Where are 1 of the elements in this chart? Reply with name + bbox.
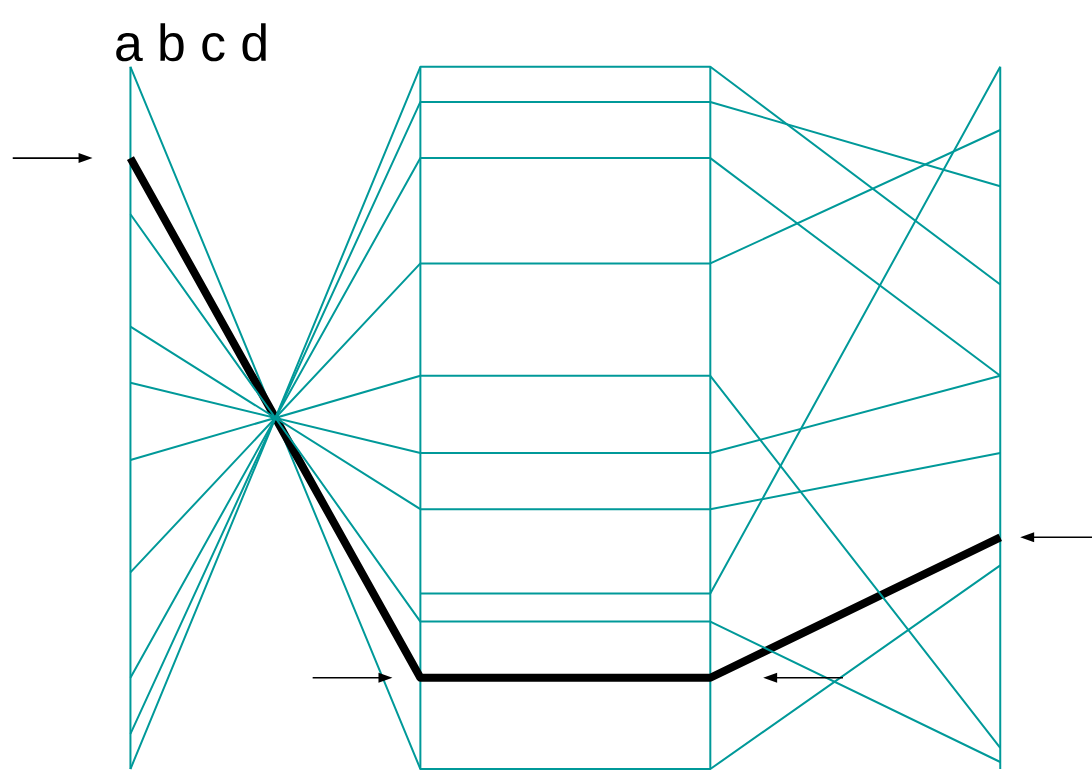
chart-title: a b c d xyxy=(116,23,266,62)
